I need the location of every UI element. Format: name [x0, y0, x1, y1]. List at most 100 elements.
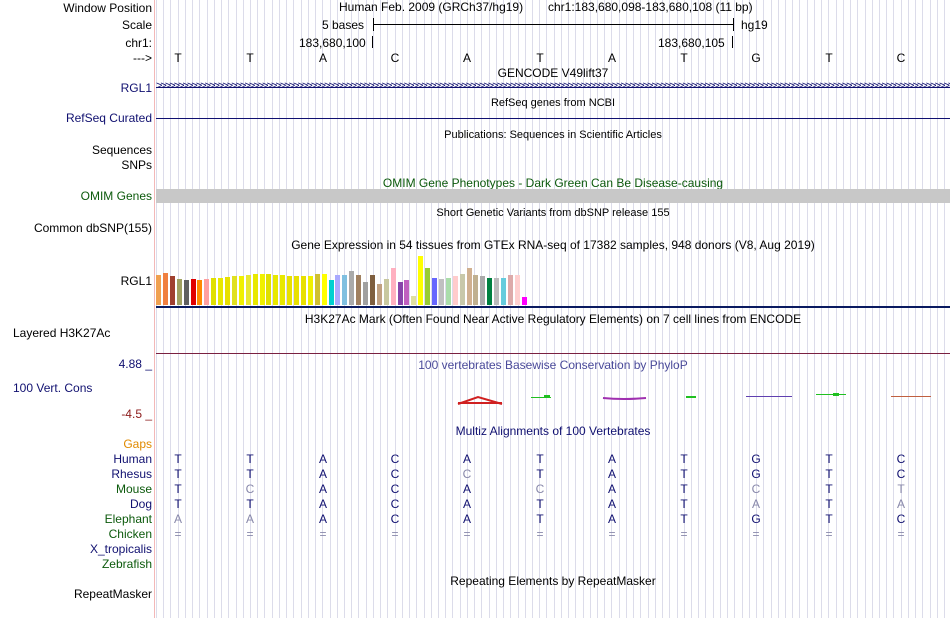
gtex-tissue-bar[interactable] — [466, 268, 472, 305]
gtex-tissue-bar[interactable] — [501, 278, 506, 305]
alignment-base-elephant: T — [536, 512, 544, 526]
gtex-tissue-bar[interactable] — [225, 277, 230, 305]
reference-base: A — [607, 51, 616, 65]
species-label-human[interactable]: Human — [113, 452, 152, 466]
gtex-tissue-bar[interactable] — [480, 276, 486, 305]
gtex-tissue-bar[interactable] — [156, 275, 161, 305]
gtex-tissue-bar[interactable] — [418, 256, 424, 305]
reference-base: C — [896, 51, 906, 65]
gtex-tissue-bar[interactable] — [197, 280, 203, 305]
gtex-tissue-bar[interactable] — [383, 279, 389, 305]
reference-base: C — [390, 51, 400, 65]
track-label-snps[interactable]: SNPs — [121, 158, 152, 172]
gtex-tissue-bar[interactable] — [294, 276, 299, 305]
gtex-tissue-bar[interactable] — [252, 274, 258, 305]
reference-base: T — [825, 51, 833, 65]
gtex-tissue-bar[interactable] — [514, 275, 520, 305]
track-label-gtex-rgl1[interactable]: RGL1 — [120, 274, 152, 288]
alignment-base-chicken: = — [174, 527, 182, 541]
gtex-tissue-bar[interactable] — [280, 275, 286, 305]
gtex-tissue-bar[interactable] — [259, 274, 265, 305]
track-label-dbsnp[interactable]: Common dbSNP(155) — [33, 221, 152, 235]
gtex-tissue-bar[interactable] — [204, 279, 210, 305]
track-label-omim[interactable]: OMIM Genes — [80, 189, 152, 203]
track-label-h3k27ac[interactable]: Layered H3K27Ac — [13, 326, 111, 340]
track-label-repeatmasker[interactable]: RepeatMasker — [73, 587, 152, 601]
gtex-tissue-bar[interactable] — [300, 276, 306, 305]
species-label-dog[interactable]: Dog — [129, 497, 152, 511]
gtex-tissue-bar[interactable] — [211, 278, 217, 305]
gtex-tissue-bar[interactable] — [231, 276, 237, 305]
phylop-max-label: 4.88 _ — [118, 357, 152, 371]
gtex-tissue-bar[interactable] — [404, 280, 410, 305]
gencode-gene-line[interactable] — [156, 87, 950, 88]
gtex-tissue-bar[interactable] — [162, 273, 168, 305]
species-label-chicken[interactable]: Chicken — [108, 527, 152, 541]
gtex-tissue-bar[interactable] — [183, 280, 189, 305]
track-label-vert-cons[interactable]: 100 Vert. Cons — [13, 381, 93, 395]
phylop-conservation-plot[interactable] — [156, 386, 950, 410]
gtex-tissue-bar[interactable] — [438, 279, 444, 305]
gtex-tissue-bar[interactable] — [335, 275, 341, 305]
gtex-expression-bars[interactable] — [156, 253, 950, 305]
gtex-tissue-bar[interactable] — [494, 278, 500, 305]
gtex-tissue-bar[interactable] — [342, 275, 348, 305]
alignment-base-elephant: A — [245, 512, 254, 526]
gtex-tissue-bar[interactable] — [411, 296, 417, 305]
gtex-tissue-bar[interactable] — [190, 279, 196, 305]
gtex-tissue-bar[interactable] — [314, 274, 320, 305]
gtex-tissue-bar[interactable] — [369, 275, 375, 305]
refseq-gene-line[interactable] — [156, 118, 950, 119]
gtex-tissue-bar[interactable] — [445, 278, 451, 305]
gtex-tissue-bar[interactable] — [459, 274, 465, 305]
gtex-tissue-bar[interactable] — [487, 278, 493, 305]
gtex-tissue-bar[interactable] — [266, 274, 272, 305]
species-label-rhesus[interactable]: Rhesus — [111, 467, 152, 481]
gtex-tissue-bar[interactable] — [328, 280, 334, 305]
gtex-tissue-bar[interactable] — [273, 275, 279, 305]
phylop-mark-8 — [891, 396, 931, 397]
gtex-tissue-bar[interactable] — [507, 275, 513, 305]
gtex-tissue-bar[interactable] — [176, 279, 182, 305]
gtex-tissue-bar[interactable] — [349, 271, 355, 305]
alignment-base-rhesus: A — [607, 467, 616, 481]
species-label-zebrafish[interactable]: Zebrafish — [101, 557, 152, 571]
omim-phenotype-bar[interactable] — [156, 189, 950, 203]
gtex-tissue-bar[interactable] — [307, 276, 313, 305]
gtex-tissue-bar[interactable] — [218, 278, 224, 305]
gtex-tissue-bar[interactable] — [376, 284, 382, 305]
gtex-tissue-bar[interactable] — [521, 297, 527, 305]
gtex-tissue-bar[interactable] — [169, 276, 175, 305]
gtex-baseline — [156, 306, 950, 308]
alignment-base-elephant: G — [751, 512, 761, 526]
species-label-elephant[interactable]: Elephant — [104, 512, 152, 526]
species-label-mouse[interactable]: Mouse — [115, 482, 152, 496]
track-label-refseq[interactable]: RefSeq Curated — [65, 111, 152, 125]
phylop-track-title: 100 vertebrates Basewise Conservation by… — [418, 358, 688, 372]
gtex-tissue-bar[interactable] — [287, 276, 293, 305]
gtex-tissue-bar[interactable] — [473, 275, 479, 305]
track-label-rgl1[interactable]: RGL1 — [120, 81, 152, 95]
gtex-tissue-bar[interactable] — [425, 268, 431, 305]
track-label-gaps[interactable]: Gaps — [123, 437, 152, 451]
track-label-sequences[interactable]: Sequences — [91, 143, 152, 157]
gtex-tissue-bar[interactable] — [390, 268, 396, 305]
track-display-area[interactable]: Human Feb. 2009 (GRCh37/hg19) chr1:183,6… — [156, 0, 950, 618]
species-label-x-tropicalis[interactable]: X_tropicalis — [89, 542, 152, 556]
repeatmasker-track-title: Repeating Elements by RepeatMasker — [450, 574, 656, 588]
alignment-base-chicken: = — [680, 527, 688, 541]
phylop-mark-2 — [544, 395, 550, 398]
gtex-tissue-bar[interactable] — [356, 275, 362, 305]
gtex-tissue-bar[interactable] — [245, 275, 251, 305]
gtex-tissue-bar[interactable] — [321, 274, 327, 305]
gtex-tissue-bar[interactable] — [363, 282, 368, 305]
gtex-tissue-bar[interactable] — [397, 282, 403, 305]
gtex-tissue-bar[interactable] — [238, 276, 244, 305]
gtex-tissue-bar[interactable] — [432, 278, 437, 305]
alignment-base-dog: T — [825, 497, 833, 511]
h3k27ac-signal-line[interactable] — [156, 353, 950, 354]
alignment-base-chicken: = — [246, 527, 254, 541]
gtex-tissue-bar[interactable] — [452, 276, 458, 305]
